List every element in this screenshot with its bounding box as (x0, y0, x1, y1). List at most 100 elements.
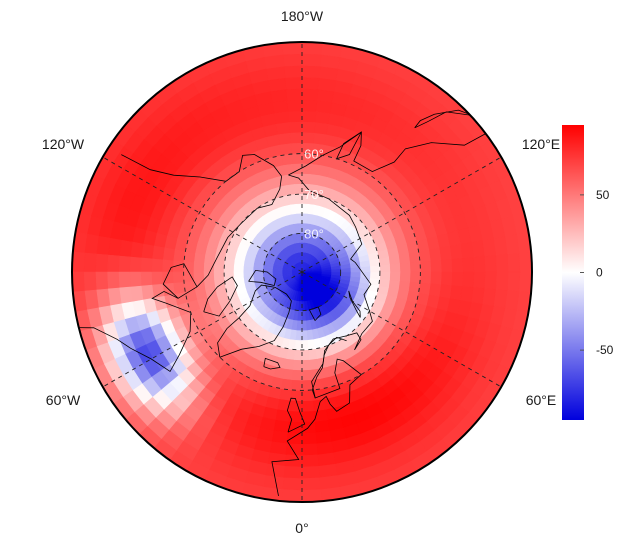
field-cell (47, 272, 61, 294)
field-cell (72, 184, 75, 210)
field-cell (301, 173, 311, 185)
longitude-label: 180°W (281, 8, 324, 24)
field-cell (440, 457, 467, 482)
field-cell (316, 440, 335, 455)
field-cell (48, 293, 63, 316)
field-cell (310, 163, 322, 176)
field-cell (500, 392, 524, 419)
graticule (93, 42, 511, 502)
field-cell (521, 163, 532, 190)
field-cell (313, 122, 329, 136)
field-cell (193, 262, 205, 273)
field-cell (369, 271, 381, 280)
colorbar-ticks: 50 0 -50 (580, 188, 614, 357)
field-cell (290, 142, 303, 155)
field-cell (193, 271, 205, 282)
field-cell (312, 132, 327, 146)
field-cell (487, 107, 512, 134)
field-cell (340, 271, 351, 277)
scandinavia-coast (311, 336, 347, 399)
field-cell (451, 271, 464, 287)
field-cell (301, 500, 324, 502)
field-cell (301, 349, 310, 361)
field-cell (422, 470, 449, 494)
field-cell (495, 271, 509, 291)
longitude-label: 60°E (526, 392, 557, 408)
field-cell (51, 314, 68, 338)
field-cell (379, 264, 391, 273)
field-cell (543, 272, 557, 294)
field-cell (301, 465, 321, 479)
field-cell (294, 349, 303, 361)
japan (414, 109, 480, 129)
field-cell (399, 271, 411, 282)
field-cell (438, 283, 452, 299)
field-cell (293, 359, 303, 371)
latitude-circle-70 (223, 193, 381, 351)
field-cell (193, 252, 206, 264)
field-cell (301, 488, 323, 502)
field-cell (399, 262, 411, 273)
field-cell (294, 183, 303, 195)
field-cell (364, 42, 390, 45)
field-cell (457, 76, 483, 102)
field-cell (404, 481, 430, 502)
field-cell (214, 256, 226, 266)
field-cell (301, 213, 308, 225)
map-boundary (71, 41, 533, 503)
field-cell (151, 258, 164, 273)
field-cell (271, 100, 289, 114)
field-cell (314, 419, 331, 433)
field-cell (47, 250, 61, 272)
field-cell (529, 334, 532, 360)
field-cell (301, 99, 318, 113)
field-cell (273, 419, 290, 433)
field-cell (174, 481, 200, 502)
field-cell (315, 430, 333, 444)
field-cell (389, 263, 401, 273)
field-cell (129, 271, 143, 288)
field-cell (470, 239, 485, 258)
field-cell (80, 392, 104, 419)
field-cell (292, 163, 303, 175)
field-cell (285, 442, 303, 456)
field-cell (529, 184, 532, 210)
north-america-coast (78, 176, 282, 372)
field-cell (162, 247, 176, 262)
field-cell (83, 271, 98, 292)
field-cell (419, 271, 432, 284)
field-cell (290, 389, 303, 402)
field-cell (487, 410, 512, 437)
field-cell (316, 89, 335, 104)
field-cell (282, 368, 294, 381)
longitude-label: 60°W (46, 392, 81, 408)
field-cell (80, 125, 104, 152)
field-cell (389, 271, 401, 281)
field-cell (301, 121, 316, 134)
field-cell (269, 89, 288, 104)
field-cell (301, 431, 318, 445)
field-cell (292, 369, 303, 381)
field-cell (72, 271, 74, 294)
latitude-label: 80° (304, 226, 324, 241)
field-cell (287, 110, 303, 123)
field-cell (280, 42, 303, 44)
field-cell (428, 282, 442, 297)
field-cell (440, 62, 467, 87)
field-cell (388, 279, 400, 290)
field-cell (294, 339, 303, 351)
field-cell (284, 77, 303, 91)
field-cell (284, 358, 295, 370)
field-cell (291, 379, 303, 391)
field-cell (344, 506, 368, 523)
field-cell (173, 281, 186, 295)
field-cell (409, 271, 421, 283)
field-cell (449, 284, 463, 301)
field-cell (541, 293, 556, 316)
field-cell (422, 50, 449, 74)
field-cell (129, 256, 143, 273)
colorbar-tick-label: -50 (596, 343, 614, 357)
field-cell (301, 132, 315, 145)
field-cell (283, 465, 303, 479)
